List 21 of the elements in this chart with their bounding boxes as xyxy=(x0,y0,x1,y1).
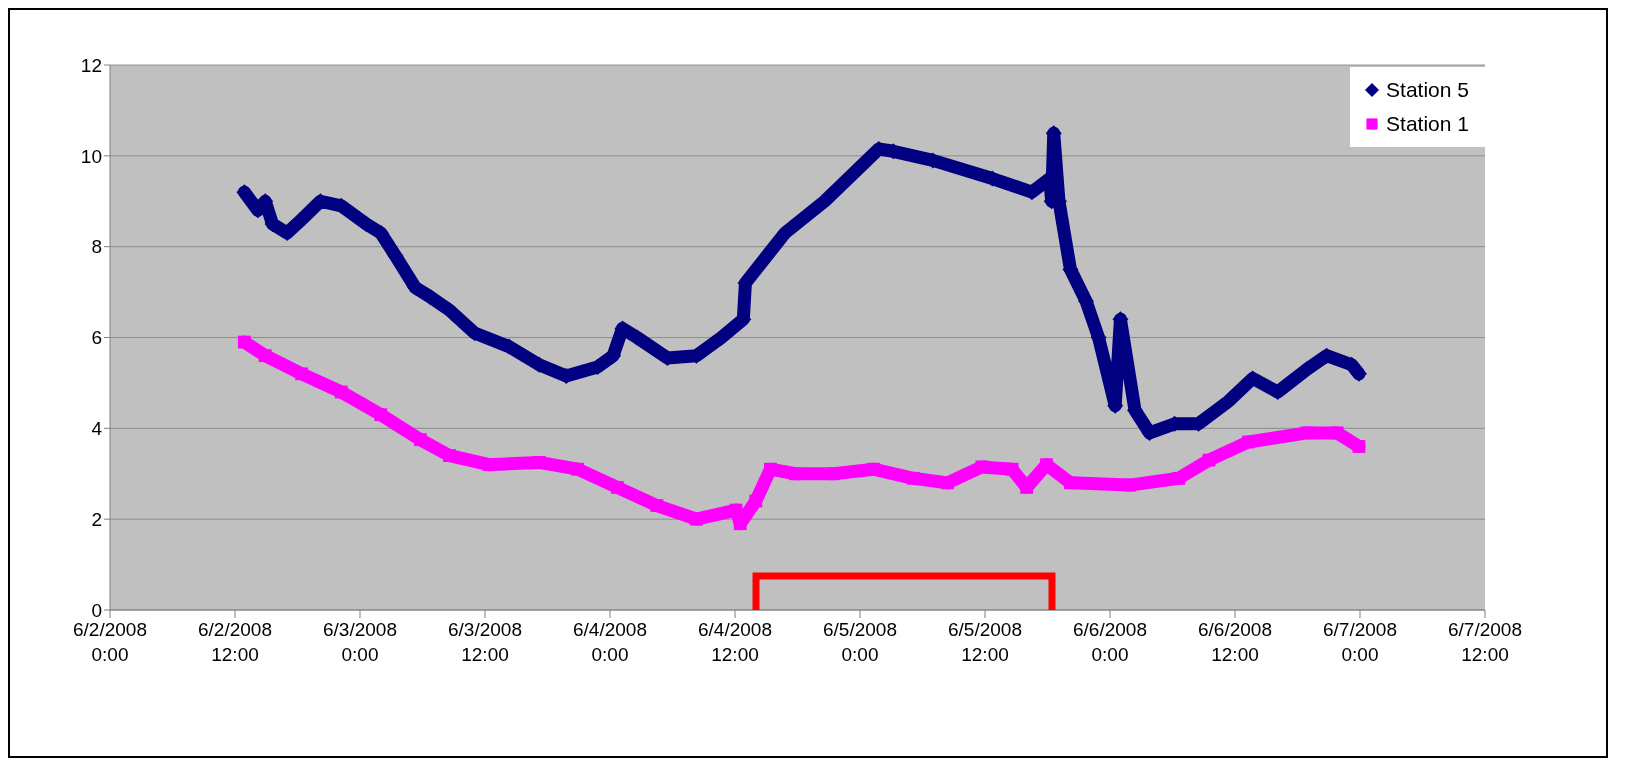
x-tick-label: 6/7/2008 0:00 xyxy=(1323,619,1397,665)
x-tick-label: 6/5/2008 0:00 xyxy=(823,619,897,665)
x-tick-label: 6/4/2008 12:00 xyxy=(698,619,772,665)
x-tick-label: 6/4/2008 0:00 xyxy=(573,619,647,665)
x-tick-label: 6/2/2008 0:00 xyxy=(73,619,147,665)
x-tick-label: 6/5/2008 12:00 xyxy=(948,619,1022,665)
y-tick-label: 12 xyxy=(80,54,102,76)
x-tick-label: 6/3/2008 0:00 xyxy=(323,619,397,665)
x-tick-label: 6/2/2008 12:00 xyxy=(198,619,272,665)
x-tick-label: 6/3/2008 12:00 xyxy=(448,619,522,665)
x-tick-label: 6/6/2008 0:00 xyxy=(1073,619,1147,665)
y-tick-label: 0 xyxy=(91,599,102,621)
y-tick-label: 2 xyxy=(91,508,102,530)
legend-label: Station 5 xyxy=(1386,77,1469,103)
y-tick-label: 8 xyxy=(91,236,102,258)
x-tick-label: 6/7/2008 12:00 xyxy=(1448,619,1522,665)
y-tick-label: 10 xyxy=(80,145,102,167)
y-tick-label: 6 xyxy=(91,327,102,349)
x-tick-label: 6/6/2008 12:00 xyxy=(1198,619,1272,665)
legend-label: Station 1 xyxy=(1386,111,1469,137)
y-tick-label: 4 xyxy=(91,418,103,440)
